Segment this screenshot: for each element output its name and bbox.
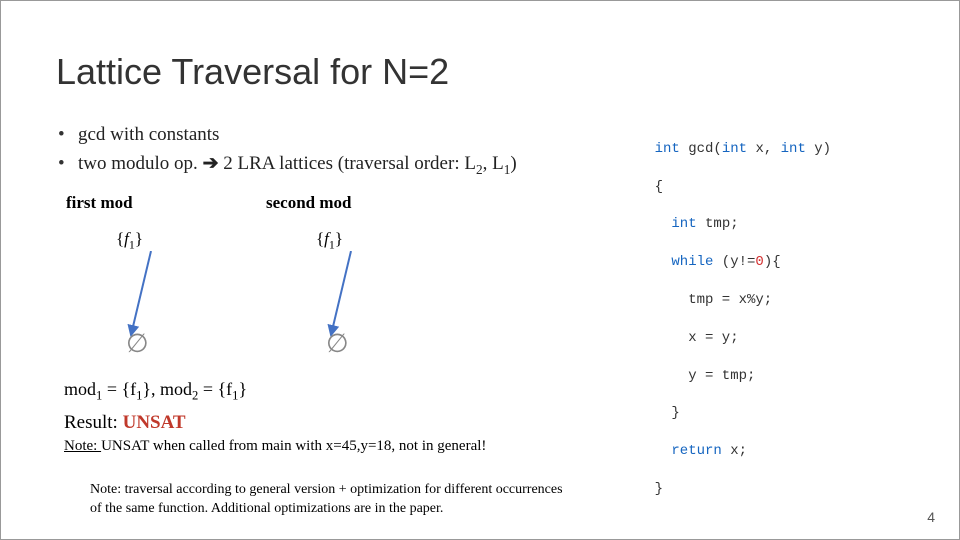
note-1: Note: UNSAT when called from main with x… (64, 438, 655, 455)
t: y) (806, 141, 831, 157)
brace-close-2: } (335, 229, 343, 248)
num: 0 (755, 254, 763, 270)
code-block: int gcd(int x, int y) { int tmp; while (… (655, 121, 904, 540)
lattice-2-empty: ∅ (326, 329, 349, 359)
result-line: Result: UNSAT (64, 412, 655, 434)
bullet-2-end: ) (510, 153, 516, 174)
kw: int (722, 141, 747, 157)
kw: int (781, 141, 806, 157)
code-line: } (655, 480, 904, 499)
lattice-1: {f1} ∅ (66, 229, 266, 359)
t: tmp; (697, 216, 739, 232)
t: (y!= (713, 254, 755, 270)
brace-open-2: { (316, 229, 324, 248)
mod-labels-row: first mod second mod (66, 193, 655, 213)
kw: int (655, 141, 680, 157)
bullet-1: gcd with constants (56, 121, 655, 150)
lattice-1-empty: ∅ (126, 329, 149, 359)
second-mod-label: second mod (266, 193, 466, 213)
bullet-list: gcd with constants two modulo op. ➔ 2 LR… (56, 121, 655, 179)
bullet-2-post: 2 LRA lattices (traversal order: L (218, 153, 475, 174)
kw: int (655, 216, 697, 232)
bullet-2-pre: two modulo op. (78, 153, 203, 174)
sum-eq: = {f (102, 379, 136, 399)
slide-number: 4 (927, 509, 935, 525)
bullet-2: two modulo op. ➔ 2 LRA lattices (travers… (56, 150, 655, 180)
kw: return (655, 443, 722, 459)
code-line: { (655, 178, 904, 197)
sum-end: } (238, 379, 247, 399)
result-label: Result: (64, 412, 123, 433)
bullet-1-text: gcd with constants (78, 124, 219, 145)
code-line: int tmp; (655, 215, 904, 234)
lattice-2-top: {f1} (316, 229, 343, 252)
code-line: tmp = x%y; (655, 291, 904, 310)
code-line (655, 518, 904, 537)
t: ){ (764, 254, 781, 270)
sub-2: 2 (476, 161, 483, 176)
slide-title: Lattice Traversal for N=2 (56, 51, 904, 93)
note-1-text: UNSAT when called from main with x=45,y=… (101, 438, 486, 454)
brace-close: } (135, 229, 143, 248)
lattice-1-top: {f1} (116, 229, 143, 252)
code-line: while (y!=0){ (655, 253, 904, 272)
code-line: int gcd(int x, int y) (655, 140, 904, 159)
code-line: y = tmp; (655, 367, 904, 386)
sum-mid: }, mod (142, 379, 192, 399)
result-value: UNSAT (123, 412, 186, 433)
slide: Lattice Traversal for N=2 gcd with const… (0, 0, 960, 540)
code-line: return x; (655, 442, 904, 461)
t: x, (747, 141, 781, 157)
lattice-2: {f1} ∅ (266, 229, 466, 359)
sum-eq2: = {f (198, 379, 232, 399)
bullet-2-mid: , L (483, 153, 504, 174)
t: gcd( (680, 141, 722, 157)
left-column: gcd with constants two modulo op. ➔ 2 LR… (56, 121, 655, 540)
sum-pre: mod (64, 379, 96, 399)
lattice-row: {f1} ∅ {f1} ∅ (66, 229, 655, 359)
mod-summary: mod1 = {f1}, mod2 = {f1} (64, 379, 655, 404)
code-line: } (655, 404, 904, 423)
arrow-icon: ➔ (203, 153, 219, 174)
first-mod-label: first mod (66, 193, 266, 213)
brace-open: { (116, 229, 124, 248)
columns: gcd with constants two modulo op. ➔ 2 LR… (56, 121, 904, 540)
kw: while (655, 254, 714, 270)
note-2: Note: traversal according to general ver… (90, 481, 570, 519)
t: x; (722, 443, 747, 459)
note-1-pre: Note: (64, 438, 101, 454)
code-line: x = y; (655, 329, 904, 348)
